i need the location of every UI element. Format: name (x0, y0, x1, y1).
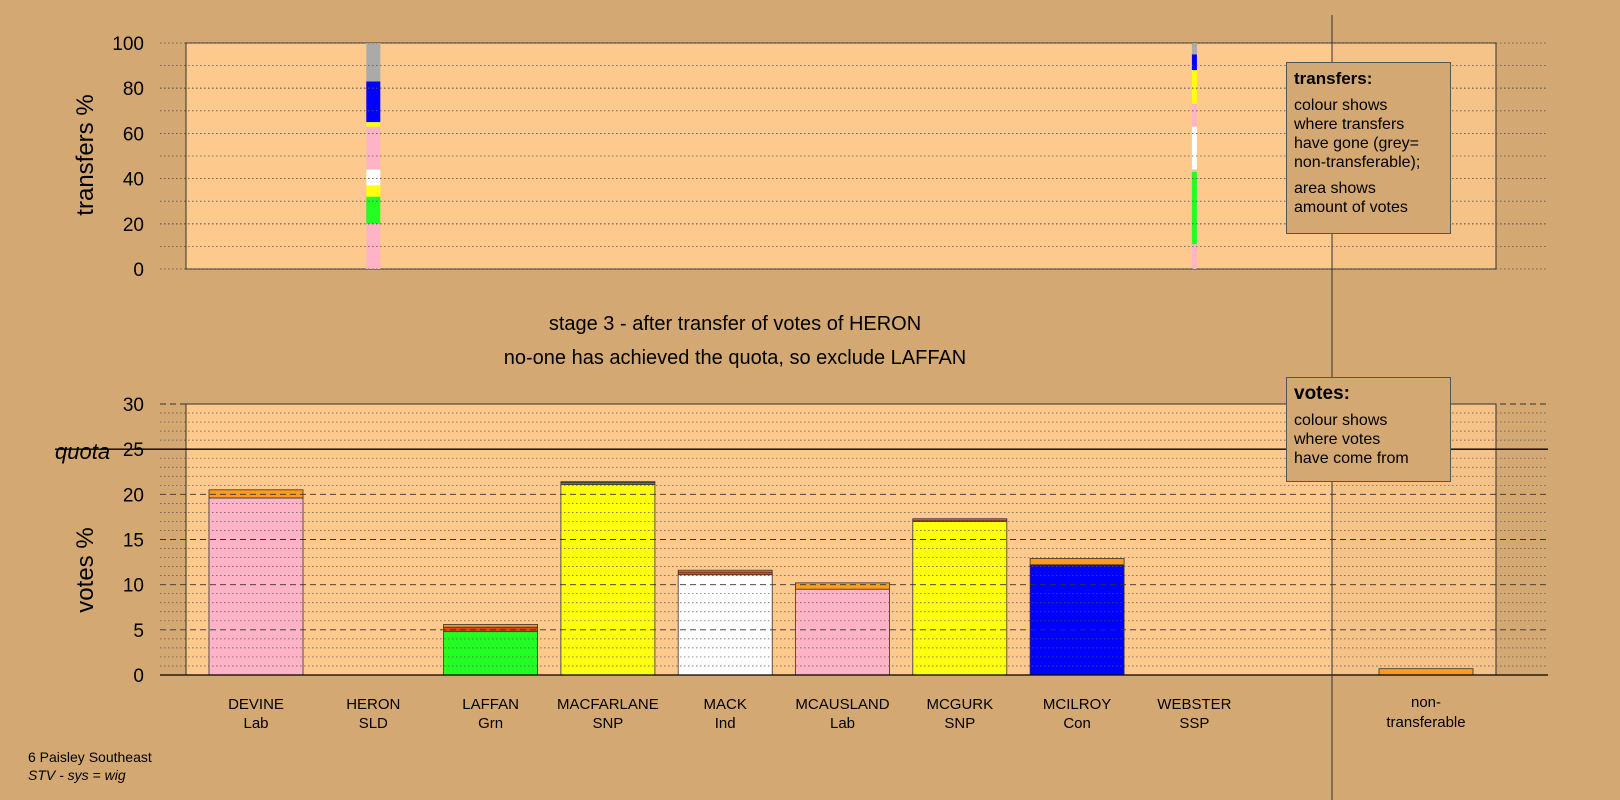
candidate-name-label: MACK (704, 696, 747, 713)
vote-bar (677, 574, 773, 676)
transfers-legend-text2: area shows amount of votes (1294, 179, 1443, 217)
transfers-ytick-label: 40 (123, 170, 144, 191)
vote-bar (912, 521, 1008, 676)
votes-legend-line: have come from (1294, 450, 1409, 467)
candidate-party-label: Lab (830, 715, 855, 732)
transfer-segment (1191, 171, 1197, 245)
transfers-legend: transfers: colour shows where transfers … (1286, 62, 1451, 234)
vote-transfer-segment (443, 626, 539, 633)
vote-transfer-segment (443, 624, 539, 628)
votes-ytick-label: 25 (123, 440, 144, 461)
vote-bar (443, 631, 539, 676)
vote-bar (208, 497, 304, 676)
candidate-party-label: Ind (715, 715, 736, 732)
transfer-segment (366, 43, 381, 82)
transfers-legend-line: have gone (grey= (1294, 135, 1419, 152)
votes-legend-line: colour shows (1294, 412, 1388, 429)
transfers-legend-line: amount of votes (1294, 199, 1408, 216)
nontransferable-bar (1378, 668, 1474, 676)
transfers-legend-line: where transfers (1294, 116, 1405, 133)
transfer-segment (366, 169, 381, 186)
transfer-segment (1191, 70, 1197, 105)
votes-ytick-label: 20 (123, 485, 144, 506)
candidate-name-label: WEBSTER (1157, 696, 1231, 713)
footer-system: STV - sys = wig (28, 767, 126, 783)
footer-constituency: 6 Paisley Southeast (28, 749, 152, 765)
vote-transfer-segment (795, 582, 890, 590)
transfers-ytick-label: 100 (112, 34, 144, 55)
candidate-name-label: DEVINE (228, 696, 284, 713)
votes-legend-text: colour shows where votes have come from (1294, 411, 1443, 468)
candidate-party-label: SNP (592, 715, 623, 732)
transfers-ytick-label: 80 (123, 79, 144, 100)
vote-transfer-segment (677, 569, 773, 573)
candidate-party-label: Con (1063, 715, 1091, 732)
transfers-legend-line: colour shows (1294, 97, 1388, 114)
candidate-name-label: MACFARLANE (557, 696, 659, 713)
stage-subtitle: no-one has achieved the quota, so exclud… (504, 347, 967, 369)
transfer-segment (366, 81, 381, 123)
candidate-name-label: MCGURK (926, 696, 993, 713)
nontransferable-label: transferable (1386, 714, 1465, 731)
votes-ytick-label: 5 (133, 621, 144, 642)
votes-ytick-label: 15 (123, 531, 144, 552)
votes-ytick-label: 30 (123, 395, 144, 416)
transfer-segment (1191, 54, 1197, 71)
transfer-segment (366, 196, 381, 224)
vote-bar (560, 483, 656, 676)
candidate-name-label: LAFFAN (462, 696, 519, 713)
votes-legend-title: votes: (1294, 383, 1350, 404)
transfers-legend-text1: colour shows where transfers have gone (… (1294, 96, 1443, 172)
votes-ylabel: votes % (72, 527, 99, 612)
transfer-segment (1191, 43, 1197, 55)
vote-transfer-segment (208, 489, 304, 499)
transfers-legend-title: transfers: (1294, 69, 1373, 88)
candidate-party-label: SLD (359, 715, 388, 732)
votes-legend-line: where votes (1294, 431, 1381, 448)
candidate-party-label: SNP (944, 715, 975, 732)
vote-transfer-segment (912, 518, 1008, 521)
transfers-ylabel: transfers % (72, 94, 99, 215)
quota-label: quota (55, 439, 110, 464)
transfer-segment (366, 122, 381, 127)
vote-bar (1029, 564, 1125, 676)
transfers-ytick-label: 0 (133, 260, 144, 281)
candidate-name-label: MCILROY (1043, 696, 1111, 713)
candidate-party-label: Grn (478, 715, 503, 732)
transfers-ytick-label: 60 (123, 124, 144, 145)
votes-ytick-label: 0 (133, 666, 144, 687)
stage-title: stage 3 - after transfer of votes of HER… (549, 313, 921, 335)
candidate-party-label: Lab (243, 715, 268, 732)
transfers-legend-line: non-transferable); (1294, 154, 1421, 171)
candidate-name-label: MCAUSLAND (795, 696, 889, 713)
transfers-ytick-label: 20 (123, 215, 144, 236)
nontransferable-label: non- (1411, 694, 1441, 711)
votes-legend: votes: colour shows where votes have com… (1286, 377, 1451, 482)
vote-transfer-segment (560, 481, 656, 483)
transfer-segment (1191, 126, 1197, 170)
transfer-segment (366, 126, 381, 170)
transfer-segment (1191, 104, 1197, 127)
vote-bar (795, 588, 890, 676)
vote-transfer-segment (1029, 558, 1125, 566)
vote-transfer-segment (677, 571, 773, 576)
transfers-legend-line: area shows (1294, 180, 1376, 197)
votes-ytick-label: 10 (123, 576, 144, 597)
transfer-segment (366, 185, 381, 197)
candidate-party-label: SSP (1179, 715, 1209, 732)
transfer-segment (1191, 244, 1197, 269)
transfer-segment (1191, 169, 1197, 172)
candidate-name-label: HERON (346, 696, 400, 713)
